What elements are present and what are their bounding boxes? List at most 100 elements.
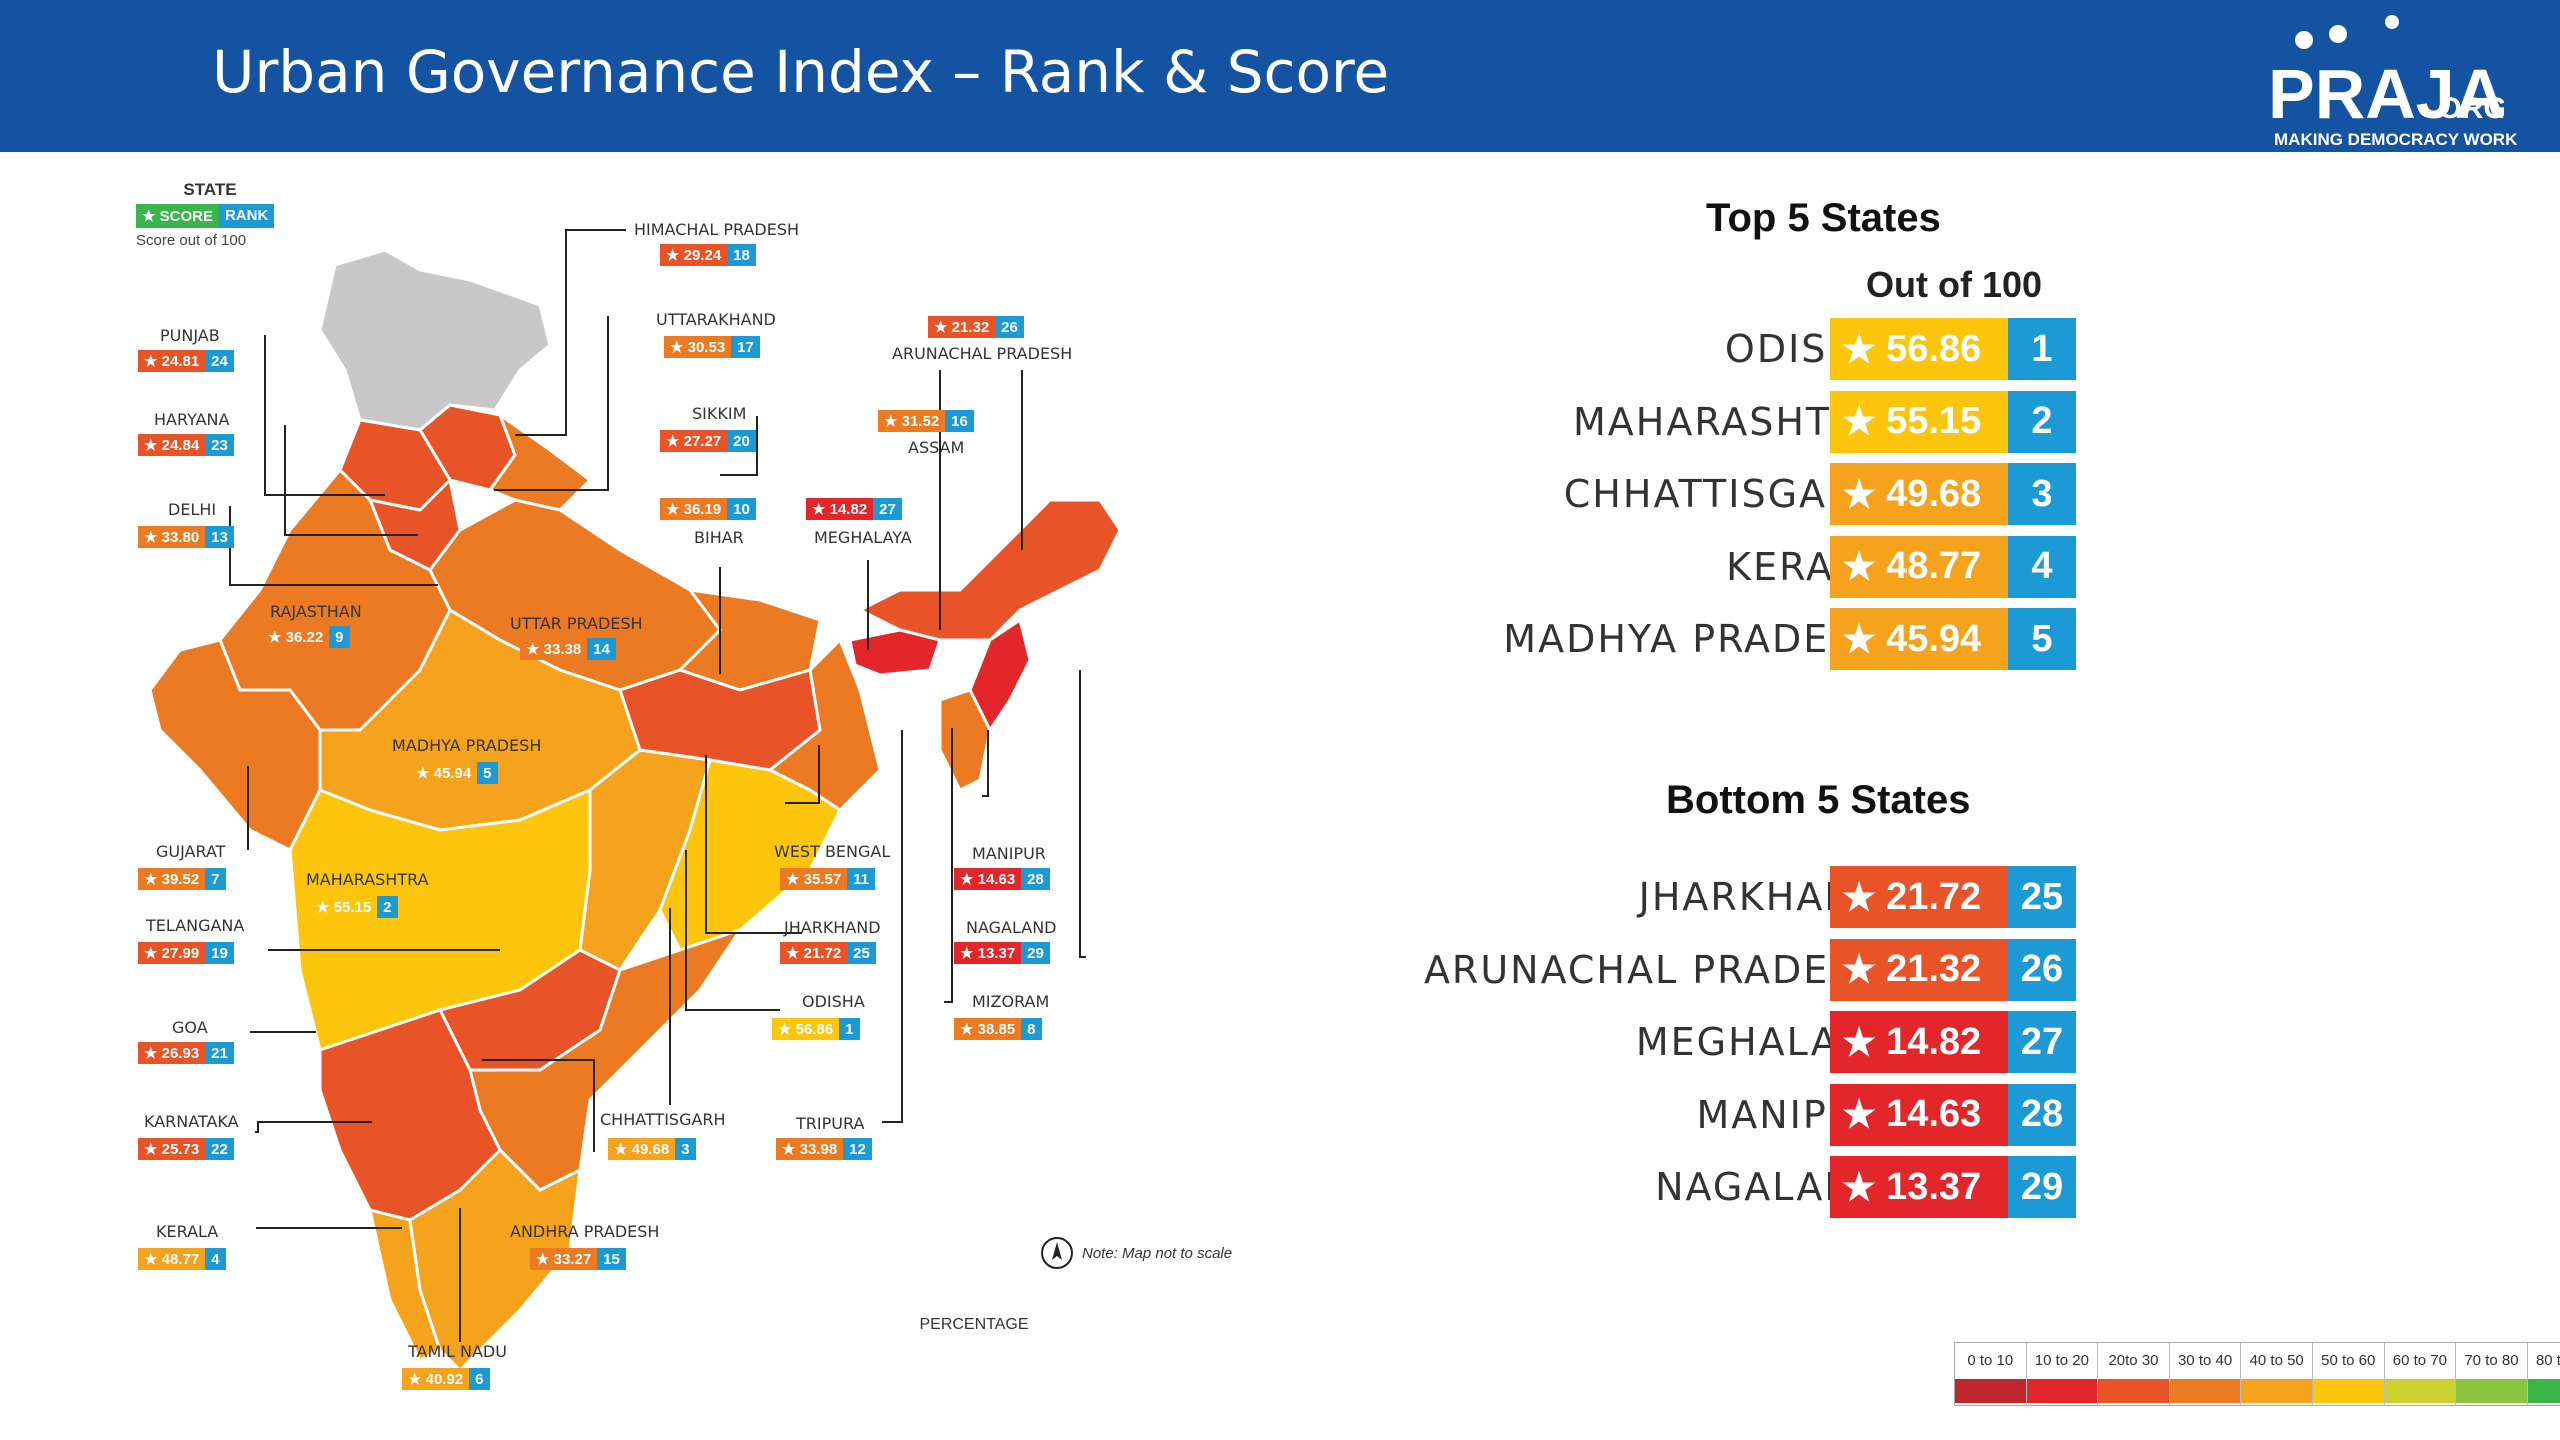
percentage-bin-label: 60 to 70 xyxy=(2392,1352,2447,1369)
rank-cell: 25 xyxy=(2008,866,2076,928)
state-label-uttarakhand: UTTARAKHAND xyxy=(656,310,776,329)
score-value: 45.94 xyxy=(1886,617,1982,660)
score-cell: ★ 48.77 xyxy=(1830,535,2008,598)
percentage-bin-label: 30 to 40 xyxy=(2177,1352,2233,1369)
state-label-rajasthan: RAJASTHAN xyxy=(270,602,362,621)
rank-cell: 29 xyxy=(2008,1156,2076,1218)
bottom5-row: MEGHALAYA ★ 14.82 27 xyxy=(1360,1011,2076,1073)
percentage-bin: 10 to 20 xyxy=(2026,1343,2099,1405)
percentage-legend-row: 0 to 10 10 to 20 20to 30 30 to 40 40 to 50 50… xyxy=(1954,1342,2560,1406)
state-badge-odisha: ★ 56.86 1 xyxy=(772,1018,860,1040)
rank-cell: 27 xyxy=(2008,1011,2076,1073)
state-badge-himachal: ★ 29.24 18 xyxy=(660,244,756,266)
rank-cell: 2 xyxy=(2008,390,2076,453)
state-label-uttar-pradesh: UTTAR PRADESH xyxy=(510,614,643,633)
score-value: 49.68 xyxy=(1886,472,1982,515)
state-badge-arunachal: ★ 21.32 26 xyxy=(928,316,1024,338)
header-bar: Urban Governance Index – Rank & Score PR… xyxy=(0,0,2560,152)
percentage-bin: 40 to 50 xyxy=(2241,1343,2313,1405)
star-icon: ★ xyxy=(1842,401,1877,443)
state-label-andhra-pradesh: ANDHRA PRADESH xyxy=(510,1222,660,1241)
score-cell: ★ 56.86 xyxy=(1830,318,2008,380)
state-badge-uttarakhand: ★ 30.53 17 xyxy=(664,336,760,358)
percentage-bin: 50 to 60 xyxy=(2312,1343,2385,1405)
score-value: 21.32 xyxy=(1886,948,1982,990)
state-badge-sikkim: ★ 27.27 20 xyxy=(660,430,756,452)
state-badge-maharashtra: ★ 55.15 2 xyxy=(310,896,398,918)
state-badge-tamil-nadu: ★ 40.92 6 xyxy=(402,1368,490,1390)
percentage-bin-swatch xyxy=(2527,1379,2560,1403)
percentage-bin-swatch xyxy=(2026,1379,2098,1403)
state-badge-uttar-pradesh: ★ 33.38 14 xyxy=(520,638,616,660)
percentage-bin-label: 0 to 10 xyxy=(1967,1352,2014,1369)
state-badge-punjab: ★ 24.81 24 xyxy=(138,350,234,372)
state-badge-kerala: ★ 48.77 4 xyxy=(138,1248,226,1270)
rank-cell: 3 xyxy=(2008,463,2076,525)
score-value: 14.63 xyxy=(1886,1093,1982,1135)
state-badge-telangana: ★ 27.99 19 xyxy=(138,942,234,964)
score-cell: ★ 14.82 xyxy=(1830,1011,2008,1073)
state-label-punjab: PUNJAB xyxy=(160,326,220,345)
score-cell: ★ 45.94 xyxy=(1830,608,2008,670)
state-badge-karnataka: ★ 25.73 22 xyxy=(138,1138,234,1160)
top5-title: Top 5 States xyxy=(1706,196,1941,240)
state-label-jharkhand: JHARKHAND xyxy=(784,918,881,937)
percentage-bin-swatch xyxy=(2312,1379,2384,1403)
percentage-bin-label: 70 to 80 xyxy=(2464,1352,2519,1369)
rank-cell: 5 xyxy=(2008,608,2076,670)
state-badge-chhattisgarh: ★ 49.68 3 xyxy=(608,1138,696,1160)
state-label-maharashtra: MAHARASHTRA xyxy=(306,870,429,889)
state-label-himachal: HIMACHAL PRADESH xyxy=(634,220,800,239)
percentage-bin-label: 50 to 60 xyxy=(2321,1352,2376,1369)
state-badge-meghalaya: ★ 14.82 27 xyxy=(806,498,902,520)
bottom5-row: ARUNACHAL PRADESH ★ 21.32 26 xyxy=(1360,938,2076,1001)
star-icon: ★ xyxy=(1842,1021,1877,1064)
state-label-meghalaya: MEGHALAYA xyxy=(814,528,912,547)
state-label-haryana: HARYANA xyxy=(154,410,230,429)
compass-icon xyxy=(1041,1237,1073,1269)
state-badge-mizoram: ★ 38.85 8 xyxy=(954,1018,1042,1040)
state-label-mizoram: MIZORAM xyxy=(972,992,1050,1011)
legend-key-score: ★ SCORE xyxy=(136,204,219,228)
bottom5-title: Bottom 5 States xyxy=(1666,778,1971,822)
state-label-bihar: BIHAR xyxy=(694,528,744,547)
top5-row: CHHATTISGARH ★ 49.68 3 xyxy=(1360,463,2076,525)
star-icon: ★ xyxy=(1842,618,1877,661)
percentage-bin: 0 to 10 xyxy=(1955,1343,2027,1405)
top5-subtitle: Out of 100 xyxy=(1866,264,2043,305)
state-badge-jharkhand: ★ 21.72 25 xyxy=(780,942,876,964)
legend-key-title: STATE xyxy=(183,180,237,199)
state-label-west-bengal: WEST BENGAL xyxy=(774,842,891,861)
state-badge-rajasthan: ★ 36.22 9 xyxy=(262,626,350,648)
rank-cell: 28 xyxy=(2008,1083,2076,1146)
top5-row: MAHARASHTRA ★ 55.15 2 xyxy=(1360,390,2076,453)
score-cell: ★ 49.68 xyxy=(1830,463,2008,525)
state-label-manipur: MANIPUR xyxy=(972,844,1046,863)
region-arunachal-assam xyxy=(856,498,1122,642)
score-value: 21.72 xyxy=(1886,875,1982,918)
percentage-bin: 20to 30 xyxy=(2098,1343,2170,1405)
percentage-bin-label: 10 to 20 xyxy=(2034,1352,2089,1369)
state-badge-tripura: ★ 33.98 12 xyxy=(776,1138,872,1160)
percentage-bin: 30 to 40 xyxy=(2169,1343,2242,1405)
star-icon: ★ xyxy=(1842,1094,1877,1136)
percentage-bin-swatch xyxy=(2241,1379,2312,1403)
page-title: Urban Governance Index – Rank & Score xyxy=(212,38,1390,106)
score-cell: ★ 21.32 xyxy=(1830,938,2008,1001)
state-badge-goa: ★ 26.93 21 xyxy=(138,1042,234,1064)
state-badge-haryana: ★ 24.84 23 xyxy=(138,434,234,456)
percentage-bin-swatch xyxy=(1955,1379,2026,1403)
bottom5-row: NAGALAND ★ 13.37 29 xyxy=(1360,1156,2076,1218)
state-name: MADHYA PRADESH xyxy=(1503,617,1886,661)
score-cell: ★ 13.37 xyxy=(1830,1156,2008,1218)
praja-logo: PRAJA .ORG MAKING DEMOCRACY WORK xyxy=(2264,14,2517,154)
state-label-telangana: TELANGANA xyxy=(146,916,245,935)
state-label-kerala: KERALA xyxy=(156,1222,219,1241)
score-value: 48.77 xyxy=(1886,545,1982,587)
top5-row: MADHYA PRADESH ★ 45.94 5 xyxy=(1360,608,2076,670)
percentage-bin: 80 to 90 xyxy=(2527,1343,2560,1405)
percentage-bin-swatch xyxy=(2384,1379,2456,1403)
rank-cell: 1 xyxy=(2008,318,2076,380)
note-text: Note: Map not to scale xyxy=(1082,1244,1233,1262)
star-icon: ★ xyxy=(1842,876,1877,919)
